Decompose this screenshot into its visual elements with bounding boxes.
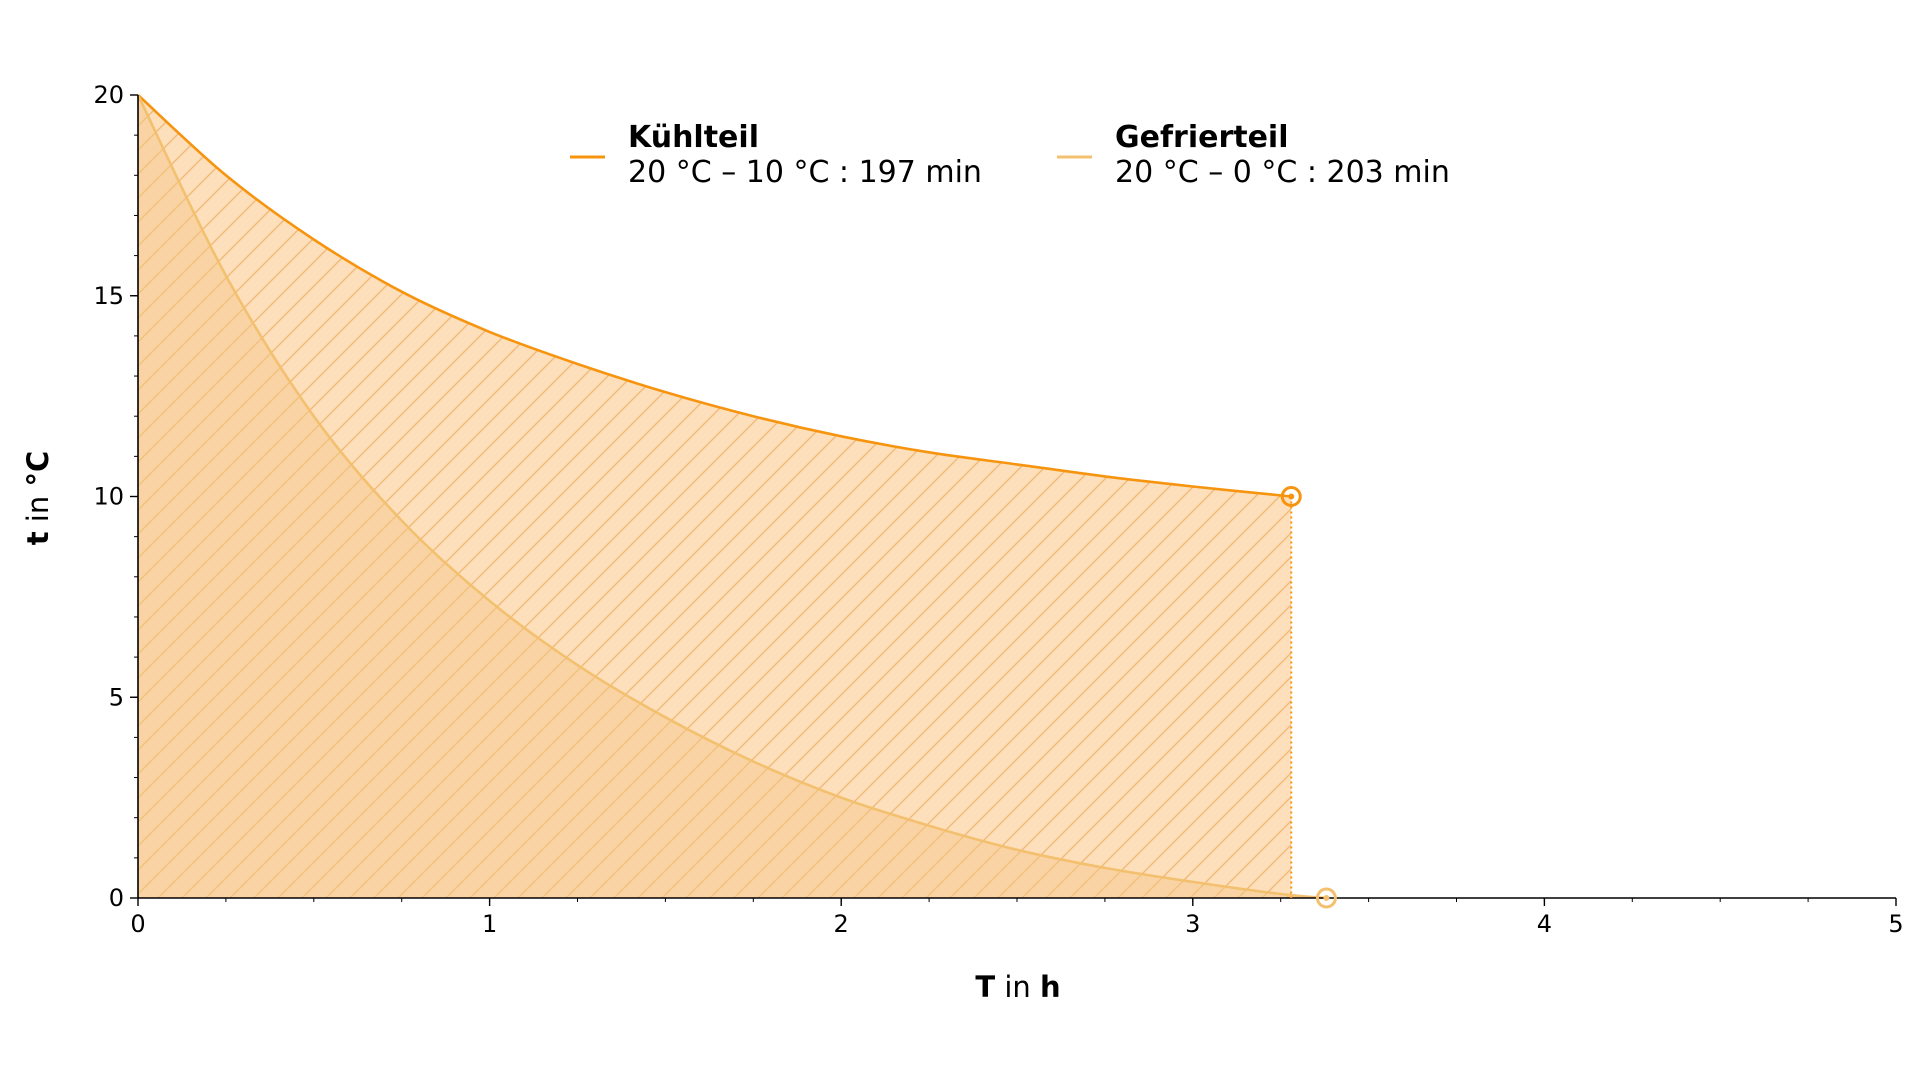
y-tick-label: 0 (109, 884, 124, 912)
end-point-dot-series-0 (1288, 493, 1295, 500)
y-tick-label: 10 (93, 483, 124, 511)
y-tick-label: 15 (93, 282, 124, 310)
y-tick-label: 20 (93, 81, 124, 109)
legend: Kühlteil 20 °C – 10 °C : 197 min Gefrier… (570, 120, 1450, 190)
legend-desc-gefrierteil: 20 °C – 0 °C : 203 min (1115, 155, 1450, 190)
x-axis-title: T in h (975, 970, 1060, 1004)
y-axis-title: t in °C (21, 451, 55, 546)
legend-item-kuehlteil: Kühlteil 20 °C – 10 °C : 197 min (570, 120, 982, 190)
end-point-dot-series-1 (1323, 895, 1330, 901)
x-tick-label: 1 (482, 910, 497, 938)
series-line-0 (137, 94, 1292, 498)
x-tick-label: 3 (1185, 910, 1200, 938)
legend-name-kuehlteil: Kühlteil (628, 120, 759, 155)
end-point-ring-series-1 (1315, 887, 1337, 909)
x-tick-label: 4 (1537, 910, 1552, 938)
y-tick-label: 5 (109, 683, 124, 711)
legend-desc-kuehlteil: 20 °C – 10 °C : 197 min (628, 155, 982, 190)
end-point-ring-series-0 (1280, 486, 1302, 507)
axes: 0 1 2 3 4 5 0 5 10 15 20 (93, 81, 1903, 938)
area-fills (138, 95, 1327, 898)
series-lines (136, 94, 1327, 900)
x-tick-label: 0 (130, 910, 145, 938)
legend-item-gefrierteil: Gefrierteil 20 °C – 0 °C : 203 min (1057, 120, 1450, 190)
end-markers (1280, 486, 1337, 909)
series-line-1 (136, 94, 1327, 900)
x-tick-label: 2 (834, 910, 849, 938)
legend-name-gefrierteil: Gefrierteil (1115, 120, 1289, 155)
x-tick-label: 5 (1888, 910, 1903, 938)
area-hatch-series-1 (138, 95, 1327, 898)
